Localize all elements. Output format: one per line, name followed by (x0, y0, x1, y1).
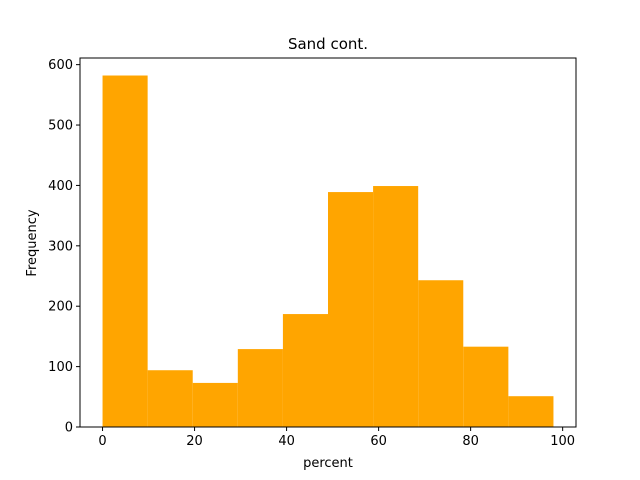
histogram-bar-4 (237, 349, 283, 427)
histogram-bar-9 (463, 346, 509, 427)
y-tick-label: 100 (48, 360, 73, 375)
x-tick-label: 60 (370, 434, 387, 449)
x-axis-ticks: 0 20 40 60 80 100 (98, 427, 575, 449)
histogram-bar-2 (147, 370, 193, 427)
y-tick-label: 0 (65, 421, 73, 436)
x-axis-label: percent (303, 456, 353, 471)
x-tick-label: 80 (462, 434, 479, 449)
y-axis-ticks: 0 100 200 300 400 500 600 (48, 58, 80, 436)
histogram-bar-1 (102, 75, 148, 427)
y-axis-label: Frequency (25, 209, 40, 276)
axes-frame (79, 57, 577, 428)
x-tick-label: 0 (98, 434, 106, 449)
histogram-bar-6 (328, 192, 374, 427)
x-tick-label: 100 (550, 434, 575, 449)
chart-title: Sand cont. (288, 35, 368, 53)
histogram-bar-10 (508, 396, 554, 427)
histogram-bar-3 (192, 382, 238, 427)
y-tick-label: 500 (48, 119, 73, 134)
y-tick-label: 200 (48, 300, 73, 315)
x-tick-label: 20 (186, 434, 203, 449)
y-tick-label: 600 (48, 58, 73, 73)
histogram-bar-8 (418, 280, 464, 427)
histogram-bar-5 (282, 314, 328, 427)
histogram-bar-7 (373, 186, 419, 427)
x-tick-label: 40 (278, 434, 295, 449)
y-tick-label: 400 (48, 179, 73, 194)
y-tick-label: 300 (48, 239, 73, 254)
bars-group (102, 75, 554, 427)
